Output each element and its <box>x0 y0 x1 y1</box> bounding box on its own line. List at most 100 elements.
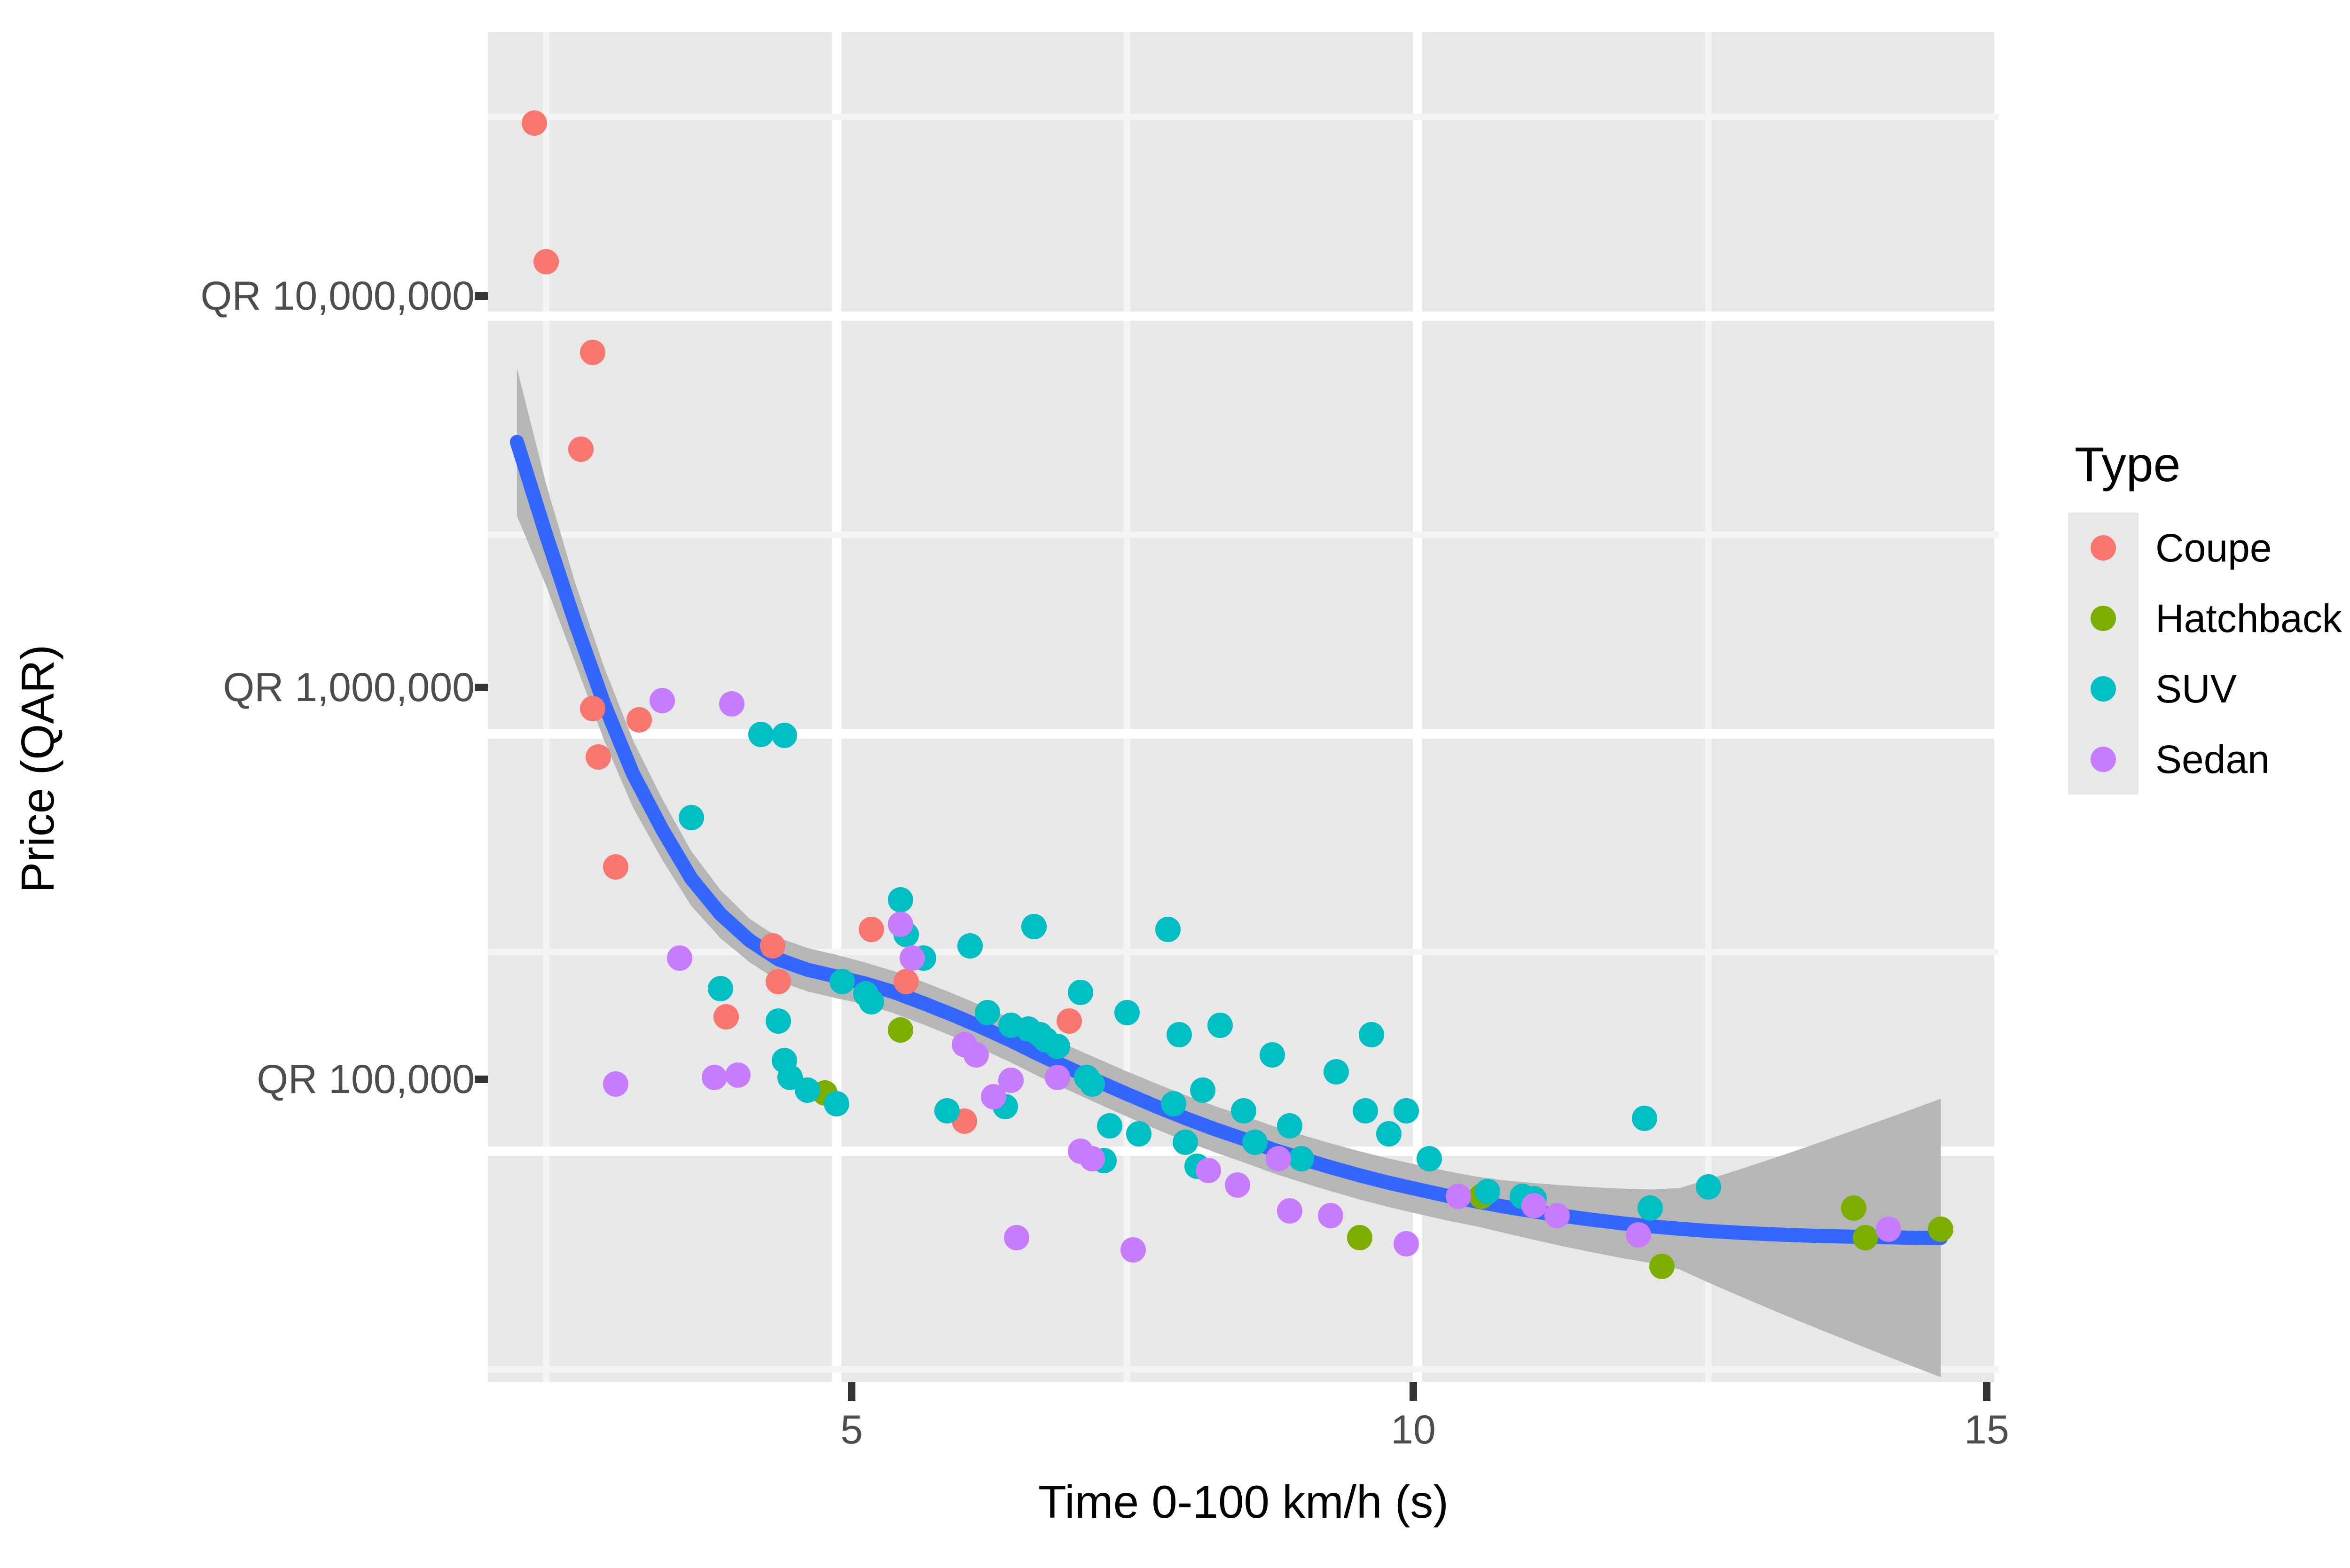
scatter-point <box>1521 1193 1547 1219</box>
legend-swatch-sedan[interactable] <box>2068 724 2138 795</box>
scatter-point <box>859 916 885 942</box>
legend-swatch-column <box>2068 513 2138 795</box>
scatter-point <box>887 887 913 913</box>
scatter-point <box>533 249 559 275</box>
scatter-point <box>998 1067 1024 1093</box>
scatter-point <box>678 804 704 830</box>
scatter-point <box>1044 1065 1070 1091</box>
scatter-point <box>585 744 611 770</box>
x-axis-title: Time 0-100 km/h (s) <box>1038 1476 1449 1528</box>
scatter-point <box>859 989 885 1014</box>
smooth-trend-layer <box>509 368 1948 1377</box>
scatter-point <box>1230 1098 1256 1123</box>
y-tick-label: QR 10,000,000 <box>200 273 475 319</box>
scatter-point <box>1260 1042 1285 1068</box>
scatter-point <box>1196 1157 1222 1183</box>
scatter-point <box>887 911 913 937</box>
legend-label-column: Coupe Hatchback SUV Sedan <box>2138 513 2342 795</box>
y-tickmark-100k <box>475 1076 488 1083</box>
scatter-point <box>766 1008 791 1034</box>
scatter-point <box>899 945 925 971</box>
legend-swatch-suv[interactable] <box>2068 654 2138 724</box>
gridline-vertical <box>1413 32 1423 1382</box>
legend-label-sedan[interactable]: Sedan <box>2155 737 2270 781</box>
confidence-band <box>517 368 1941 1377</box>
gridline-horizontal <box>488 114 1999 121</box>
legend-dot-icon <box>2091 535 2116 561</box>
gridline-horizontal <box>488 729 1999 739</box>
y-tickmark-1m <box>475 684 488 691</box>
gridline-horizontal <box>488 312 1999 321</box>
gridline-vertical <box>1994 32 1999 1382</box>
scatter-point <box>713 1004 739 1030</box>
scatter-point <box>1265 1146 1291 1171</box>
scatter-point <box>1044 1034 1070 1060</box>
gridline-horizontal <box>488 531 1999 538</box>
scatter-point <box>1190 1077 1215 1103</box>
scatter-point <box>1841 1195 1866 1221</box>
y-tick-label: QR 1,000,000 <box>223 665 475 710</box>
legend-label-coupe[interactable]: Coupe <box>2155 525 2272 570</box>
scatter-point <box>766 968 791 994</box>
y-tickmark-10m <box>475 292 488 300</box>
scatter-point <box>1225 1172 1251 1198</box>
legend: Type Coupe Hatchback SUV Sedan <box>2068 437 2350 795</box>
scatter-point <box>1004 1225 1030 1251</box>
scatter-point <box>1068 980 1094 1006</box>
scatter-point <box>580 339 605 365</box>
gridline-vertical <box>1705 32 1712 1382</box>
legend-dot-icon <box>2091 747 2116 772</box>
legend-swatch-coupe[interactable] <box>2068 513 2138 583</box>
gridline-vertical <box>831 32 841 1382</box>
scatter-point <box>725 1062 751 1088</box>
scatter-point <box>1393 1098 1419 1123</box>
scatter-point <box>1358 1022 1384 1048</box>
scatter-point <box>1242 1130 1268 1155</box>
y-axis-title: Price (QAR) <box>12 644 63 893</box>
scatter-point <box>1446 1183 1472 1209</box>
scatter-point <box>1167 1022 1192 1048</box>
scatter-point <box>1876 1217 1902 1242</box>
scatter-point <box>603 854 629 880</box>
x-tick-label-15: 15 <box>1964 1407 2009 1452</box>
scatter-point <box>1056 1008 1082 1034</box>
scatter-point <box>1155 916 1181 942</box>
scatter-point <box>893 968 919 994</box>
scatter-point <box>1626 1222 1652 1248</box>
scatter-point <box>702 1065 728 1091</box>
scatter-point <box>580 695 605 721</box>
scatter-point <box>1324 1059 1349 1084</box>
legend-label-suv[interactable]: SUV <box>2155 666 2237 711</box>
scatter-point <box>707 976 733 1002</box>
scatter-point <box>1393 1231 1419 1256</box>
scatter-point <box>1277 1198 1303 1224</box>
scatter-point <box>1631 1105 1657 1131</box>
scatter-point <box>1544 1203 1570 1229</box>
scatter-point <box>1649 1253 1675 1279</box>
legend-title: Type <box>2075 437 2181 492</box>
scatter-point <box>1852 1225 1878 1251</box>
scatter-point <box>1172 1130 1198 1155</box>
x-tickmark-15 <box>1983 1382 1990 1401</box>
scatter-point <box>603 1071 629 1097</box>
scatter-point <box>1347 1225 1372 1251</box>
legend-label-hatchback[interactable]: Hatchback <box>2155 596 2342 640</box>
gridline-vertical <box>542 32 549 1382</box>
scatter-point <box>963 1042 989 1068</box>
scatter-point <box>748 722 774 748</box>
scatter-point <box>1417 1146 1442 1171</box>
gridline-horizontal <box>488 1366 1999 1373</box>
scatter-point <box>795 1077 821 1103</box>
x-tick-label-5: 5 <box>840 1407 863 1452</box>
y-tick-label: QR 100,000 <box>257 1057 475 1102</box>
scatter-point <box>1161 1091 1187 1116</box>
scatter-point <box>771 723 797 749</box>
legend-swatch-hatchback[interactable] <box>2068 583 2138 654</box>
scatter-point <box>626 707 652 733</box>
scatter-point <box>1080 1071 1105 1097</box>
scatter-point <box>568 437 594 462</box>
scatter-point <box>1207 1013 1233 1038</box>
scatter-point <box>1376 1121 1402 1147</box>
gridline-vertical <box>1124 32 1131 1382</box>
scatter-point <box>1353 1098 1379 1123</box>
